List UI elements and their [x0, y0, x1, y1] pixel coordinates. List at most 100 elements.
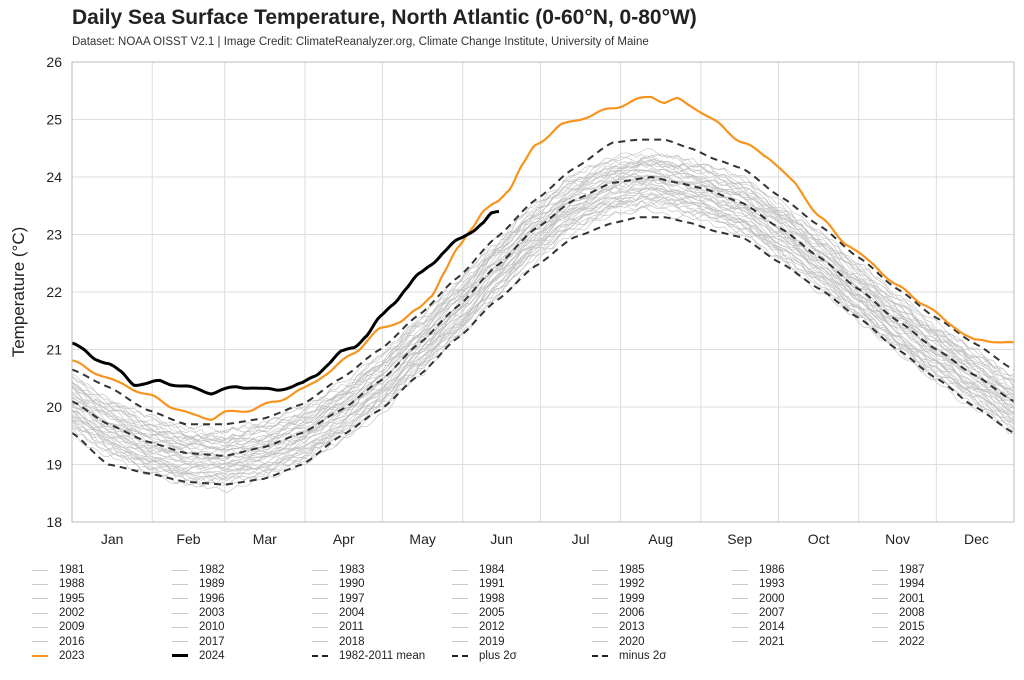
legend-swatch [732, 641, 748, 643]
y-tick-label: 20 [46, 399, 62, 415]
legend-swatch [872, 598, 888, 600]
legend-swatch [172, 612, 188, 614]
legend-swatch [592, 641, 608, 643]
year-line-2001 [71, 174, 1015, 460]
year-line-2006 [71, 173, 1015, 460]
legend-swatch [172, 654, 188, 658]
x-tick-label: Jul [572, 531, 590, 547]
legend-item: 1985 [592, 564, 732, 576]
legend-item: 2018 [312, 636, 452, 648]
year-line-1992 [71, 194, 1015, 478]
legend-item: 2006 [592, 607, 732, 619]
legend-swatch [312, 598, 328, 600]
legend-item: 1992 [592, 578, 732, 590]
legend-label: 2005 [479, 607, 505, 620]
legend-swatch [592, 569, 608, 571]
year-line-2013 [71, 168, 1015, 451]
legend-item: plus 2σ [452, 650, 592, 662]
year-line-1993 [71, 188, 1015, 471]
legend-label: 2004 [339, 607, 365, 620]
legend-item: minus 2σ [592, 650, 732, 662]
legend-item: 2003 [172, 607, 312, 619]
legend-swatch [872, 641, 888, 643]
legend-item: 2010 [172, 621, 312, 633]
legend-item: 2015 [872, 621, 1012, 633]
chart-grid [72, 61, 1014, 523]
legend-label: 2003 [199, 607, 225, 620]
legend-item: 1991 [452, 578, 592, 590]
legend-item: 2004 [312, 607, 452, 619]
legend-label: 2006 [619, 607, 645, 620]
legend-item: 1983 [312, 564, 452, 576]
legend-label: 2019 [479, 635, 505, 648]
legend-swatch [452, 583, 468, 585]
legend-label: 1982 [199, 564, 225, 577]
legend-item: 1998 [452, 593, 592, 605]
legend-swatch [32, 654, 48, 657]
legend-swatch [452, 654, 468, 657]
series-line-2024 [71, 209, 500, 396]
legend-label: 2023 [59, 649, 85, 662]
y-tick-label: 26 [46, 54, 62, 70]
legend-label: 2021 [759, 635, 785, 648]
legend-swatch [32, 626, 48, 628]
legend-swatch [172, 626, 188, 628]
year-line-1989 [71, 187, 1015, 473]
legend-label: 2002 [59, 607, 85, 620]
legend-item: 2005 [452, 607, 592, 619]
legend-label: 1983 [339, 564, 365, 577]
legend-label: 2020 [619, 635, 645, 648]
legend-swatch [172, 569, 188, 571]
legend-item: 1990 [312, 578, 452, 590]
legend-swatch [32, 641, 48, 643]
legend-swatch [592, 583, 608, 585]
x-tick-label: May [409, 531, 435, 547]
legend-swatch [312, 654, 328, 657]
background-year-lines [71, 148, 1015, 494]
legend-swatch [872, 583, 888, 585]
legend-label: 1989 [199, 578, 225, 591]
legend-item: 1994 [872, 578, 1012, 590]
chart-legend: 1981 1982 1983 1984 1985 1986 1987 1988 1989 1990… [32, 563, 1012, 663]
legend-label: 1998 [479, 592, 505, 605]
legend-label: 2000 [759, 592, 785, 605]
legend-item: 2008 [872, 607, 1012, 619]
legend-swatch [172, 583, 188, 585]
legend-item: 1988 [32, 578, 172, 590]
legend-swatch [592, 626, 608, 628]
legend-label: 1994 [899, 578, 925, 591]
legend-item: 2012 [452, 621, 592, 633]
highlight-lines [71, 95, 1015, 486]
series-line-plus-2- [71, 138, 1015, 426]
chart-axes: 18 19 20 21 22 23 24 25 26 Jan Feb Mar Apr May Jun Jul A… [46, 54, 1015, 547]
y-tick-label: 23 [46, 227, 62, 243]
legend-swatch [732, 612, 748, 614]
legend-item: 1981 [32, 564, 172, 576]
legend-item: 2009 [32, 621, 172, 633]
x-tick-label: Apr [333, 531, 355, 547]
legend-swatch [312, 583, 328, 585]
legend-label: 1981 [59, 564, 85, 577]
series-line-2023 [71, 95, 1015, 421]
legend-item: 1982-2011 mean [312, 650, 452, 662]
legend-item: 1996 [172, 593, 312, 605]
legend-swatch [732, 626, 748, 628]
year-line-1986 [71, 191, 1015, 475]
year-line-2008 [71, 173, 1015, 455]
legend-label: 2012 [479, 621, 505, 634]
legend-label: 2007 [759, 607, 785, 620]
legend-label: 2013 [619, 621, 645, 634]
legend-swatch [32, 598, 48, 600]
y-tick-label: 25 [46, 112, 62, 128]
series-line-minus-2- [71, 216, 1015, 486]
legend-label: 1992 [619, 578, 645, 591]
legend-swatch [32, 569, 48, 571]
y-tick-label: 24 [46, 169, 62, 185]
legend-label: 2001 [899, 592, 925, 605]
legend-item: 2000 [732, 593, 872, 605]
legend-label: 1990 [339, 578, 365, 591]
chart-title: Daily Sea Surface Temperature, North Atl… [72, 6, 697, 29]
legend-label: 1991 [479, 578, 505, 591]
legend-label: 1993 [759, 578, 785, 591]
legend-swatch [452, 569, 468, 571]
